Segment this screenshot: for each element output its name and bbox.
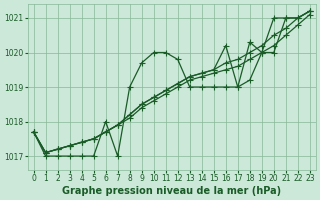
X-axis label: Graphe pression niveau de la mer (hPa): Graphe pression niveau de la mer (hPa) <box>62 186 281 196</box>
